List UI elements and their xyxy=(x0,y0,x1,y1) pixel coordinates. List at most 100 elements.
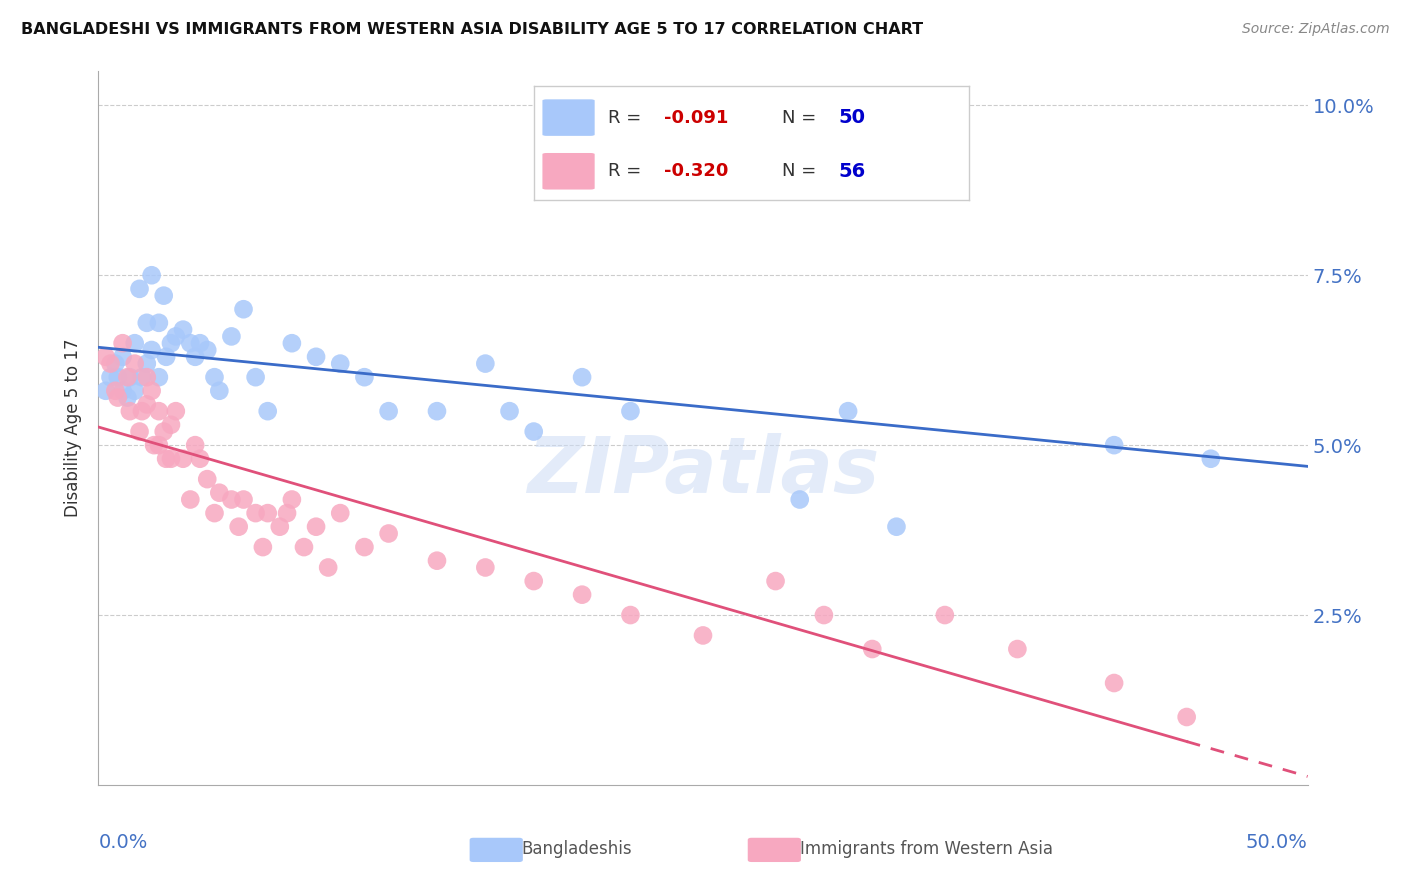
Point xyxy=(1199,451,1222,466)
Point xyxy=(195,343,218,357)
Point xyxy=(426,554,449,568)
Point xyxy=(305,519,328,533)
Point xyxy=(172,451,194,466)
Text: Source: ZipAtlas.com: Source: ZipAtlas.com xyxy=(1241,22,1389,37)
Point xyxy=(100,357,122,371)
Point xyxy=(1175,710,1198,724)
Point xyxy=(179,492,201,507)
Point xyxy=(118,404,141,418)
Point xyxy=(94,350,117,364)
Point xyxy=(1102,438,1125,452)
Point xyxy=(571,370,593,384)
Text: BANGLADESHI VS IMMIGRANTS FROM WESTERN ASIA DISABILITY AGE 5 TO 17 CORRELATION C: BANGLADESHI VS IMMIGRANTS FROM WESTERN A… xyxy=(21,22,924,37)
Point xyxy=(1007,642,1029,657)
Point xyxy=(135,316,157,330)
Point xyxy=(152,288,174,302)
Text: ZIPatlas: ZIPatlas xyxy=(527,433,879,509)
Point xyxy=(619,608,641,623)
Point xyxy=(245,506,267,520)
Point xyxy=(148,370,170,384)
Point xyxy=(934,608,956,623)
Point xyxy=(184,350,207,364)
Point xyxy=(128,282,150,296)
Point xyxy=(426,404,449,418)
Point xyxy=(100,370,122,384)
FancyBboxPatch shape xyxy=(748,838,801,862)
Point xyxy=(204,370,226,384)
Point xyxy=(252,540,274,554)
Point xyxy=(117,370,139,384)
Point xyxy=(107,391,129,405)
Point xyxy=(329,506,352,520)
Point xyxy=(813,608,835,623)
Point xyxy=(353,370,375,384)
Point xyxy=(160,336,183,351)
Point xyxy=(269,519,291,533)
Point xyxy=(111,336,134,351)
Point xyxy=(94,384,117,398)
Point xyxy=(160,417,183,432)
Point xyxy=(188,451,211,466)
Point xyxy=(232,492,254,507)
Point xyxy=(135,370,157,384)
Point xyxy=(232,302,254,317)
Point xyxy=(245,370,267,384)
Point xyxy=(256,404,278,418)
Point xyxy=(208,384,231,398)
Point xyxy=(107,370,129,384)
Point xyxy=(124,357,146,371)
Point xyxy=(204,506,226,520)
Point xyxy=(692,628,714,642)
Point xyxy=(148,404,170,418)
Point xyxy=(188,336,211,351)
Point xyxy=(208,485,231,500)
Point xyxy=(155,350,177,364)
Point xyxy=(886,519,908,533)
FancyBboxPatch shape xyxy=(470,838,523,862)
Point xyxy=(160,451,183,466)
Point xyxy=(124,336,146,351)
Point xyxy=(523,425,546,439)
Point xyxy=(571,588,593,602)
Point xyxy=(228,519,250,533)
Point xyxy=(148,438,170,452)
Point xyxy=(131,370,153,384)
Point xyxy=(141,384,163,398)
Point xyxy=(165,329,187,343)
Point xyxy=(837,404,859,418)
Point xyxy=(498,404,520,418)
Point xyxy=(281,492,304,507)
Point xyxy=(377,526,399,541)
Point xyxy=(474,560,496,574)
Point xyxy=(221,492,243,507)
Point xyxy=(172,323,194,337)
Point xyxy=(377,404,399,418)
Point xyxy=(692,145,714,160)
Point xyxy=(128,425,150,439)
Point xyxy=(143,438,166,452)
Text: Bangladeshis: Bangladeshis xyxy=(522,840,633,858)
Point xyxy=(619,404,641,418)
Point xyxy=(292,540,315,554)
Point xyxy=(135,397,157,411)
Point xyxy=(141,343,163,357)
Point xyxy=(141,268,163,283)
Point xyxy=(111,384,134,398)
Point xyxy=(155,451,177,466)
Point xyxy=(765,574,787,588)
Point xyxy=(281,336,304,351)
Point xyxy=(152,425,174,439)
Text: 50.0%: 50.0% xyxy=(1246,833,1308,853)
Point xyxy=(104,384,127,398)
Point xyxy=(184,438,207,452)
Point xyxy=(329,357,352,371)
Point xyxy=(148,316,170,330)
Point xyxy=(165,404,187,418)
Point xyxy=(256,506,278,520)
Text: Immigrants from Western Asia: Immigrants from Western Asia xyxy=(800,840,1053,858)
Point xyxy=(104,357,127,371)
Point xyxy=(316,560,339,574)
Text: 0.0%: 0.0% xyxy=(98,833,148,853)
Point xyxy=(523,574,546,588)
Point xyxy=(131,404,153,418)
